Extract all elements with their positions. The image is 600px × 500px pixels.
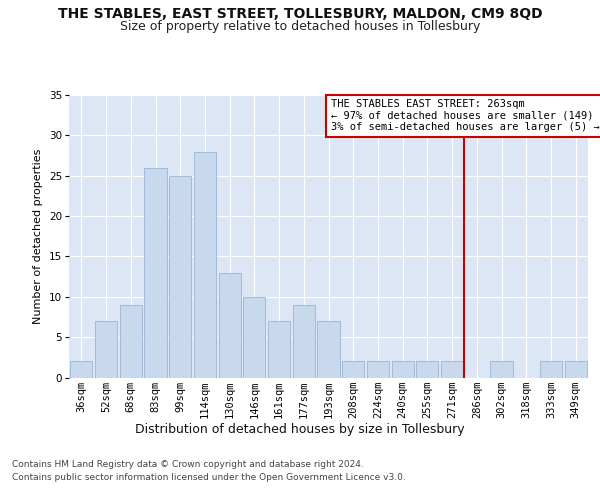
Bar [218, 272, 241, 378]
Bar [565, 362, 587, 378]
Y-axis label: Number of detached properties: Number of detached properties [33, 148, 43, 324]
Bar [70, 362, 92, 378]
Bar [490, 362, 512, 378]
Bar [95, 321, 117, 378]
Bar [317, 321, 340, 378]
Bar [194, 152, 216, 378]
Bar [145, 168, 167, 378]
Bar [293, 305, 315, 378]
Bar [392, 362, 414, 378]
Text: Size of property relative to detached houses in Tollesbury: Size of property relative to detached ho… [120, 20, 480, 33]
Text: Distribution of detached houses by size in Tollesbury: Distribution of detached houses by size … [135, 422, 465, 436]
Text: Contains public sector information licensed under the Open Government Licence v3: Contains public sector information licen… [12, 474, 406, 482]
Bar [243, 297, 265, 378]
Bar [540, 362, 562, 378]
Text: THE STABLES EAST STREET: 263sqm
← 97% of detached houses are smaller (149)
3% of: THE STABLES EAST STREET: 263sqm ← 97% of… [331, 99, 600, 132]
Bar [119, 305, 142, 378]
Text: Contains HM Land Registry data © Crown copyright and database right 2024.: Contains HM Land Registry data © Crown c… [12, 460, 364, 469]
Text: THE STABLES, EAST STREET, TOLLESBURY, MALDON, CM9 8QD: THE STABLES, EAST STREET, TOLLESBURY, MA… [58, 8, 542, 22]
Bar [342, 362, 364, 378]
Bar [169, 176, 191, 378]
Bar [441, 362, 463, 378]
Bar [268, 321, 290, 378]
Bar [367, 362, 389, 378]
Bar [416, 362, 439, 378]
